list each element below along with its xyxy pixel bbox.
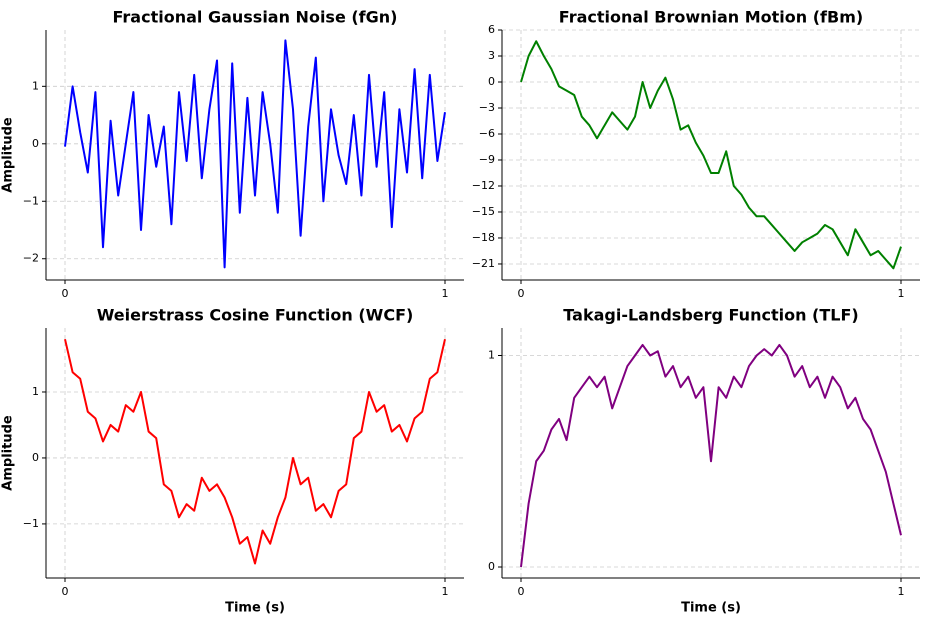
y-axis-label: Amplitude (1, 415, 16, 491)
y-tick-label: 0 (32, 137, 39, 150)
x-tick-label: 1 (898, 287, 905, 300)
y-tick-label: −1 (23, 517, 39, 530)
chart-title: Weierstrass Cosine Function (WCF) (97, 306, 414, 325)
x-axis-label: Time (s) (225, 601, 285, 616)
y-tick-label: −2 (23, 252, 39, 265)
y-tick-label: −18 (472, 231, 495, 244)
chart-title: Fractional Brownian Motion (fBm) (559, 8, 863, 27)
chart-title: Fractional Gaussian Noise (fGn) (113, 8, 398, 27)
y-tick-label: −15 (472, 205, 495, 218)
line (520, 343, 902, 568)
x-axis-label: Time (s) (681, 601, 741, 616)
y-tick-label: 1 (488, 348, 495, 361)
y-tick-label: 3 (488, 49, 495, 62)
line (64, 39, 446, 269)
x-tick-label: 1 (898, 585, 905, 598)
x-tick-label: 0 (518, 287, 525, 300)
y-tick-label: −1 (23, 194, 39, 207)
y-tick-label: 6 (488, 23, 495, 36)
y-tick-label: −6 (479, 127, 495, 140)
x-tick-label: 1 (442, 585, 449, 598)
line (64, 338, 446, 565)
y-tick-label: 1 (32, 385, 39, 398)
y-tick-label: 0 (32, 451, 39, 464)
y-tick-label: 1 (32, 79, 39, 92)
line (520, 40, 902, 270)
y-tick-label: 0 (488, 75, 495, 88)
y-tick-label: 0 (488, 560, 495, 573)
x-tick-label: 0 (518, 585, 525, 598)
y-tick-label: −21 (472, 257, 495, 270)
y-tick-label: −9 (479, 153, 495, 166)
y-tick-label: −3 (479, 101, 495, 114)
x-tick-label: 0 (62, 287, 69, 300)
chart-title: Takagi-Landsberg Function (TLF) (563, 306, 858, 325)
y-tick-label: −12 (472, 179, 495, 192)
x-tick-label: 0 (62, 585, 69, 598)
x-tick-label: 1 (442, 287, 449, 300)
y-axis-label: Amplitude (1, 117, 16, 193)
